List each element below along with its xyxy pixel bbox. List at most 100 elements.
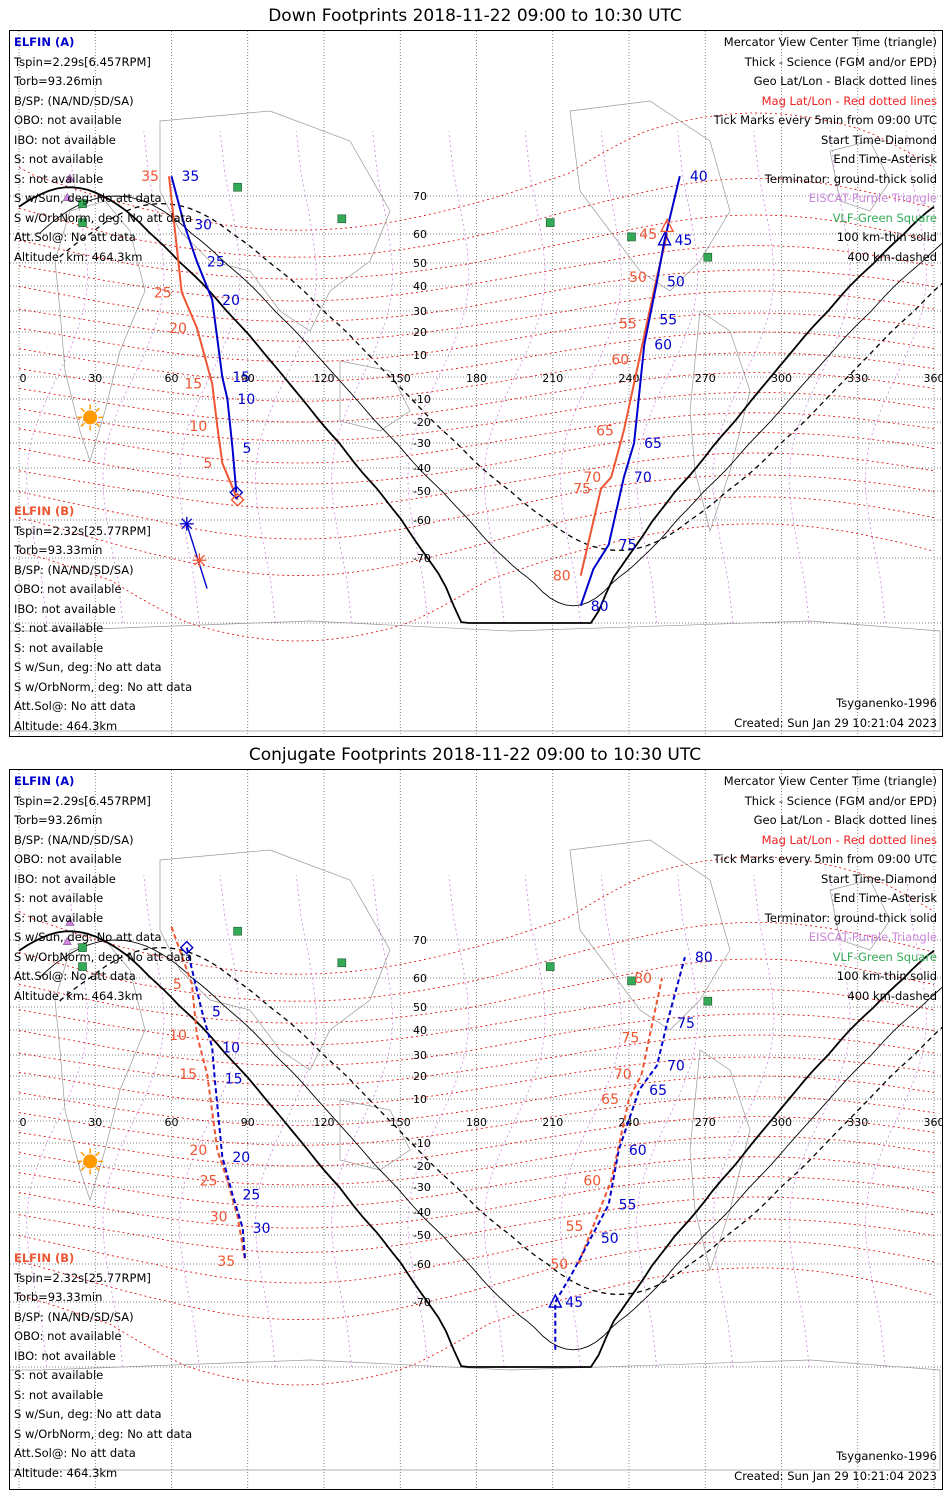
legend-item: Start Time-Diamond	[821, 132, 937, 147]
terminator-ground	[18, 930, 935, 1368]
vlf-stations	[78, 182, 713, 262]
coastline	[829, 879, 891, 951]
lon-tick-label: 120	[314, 372, 335, 385]
eiscat-triangle-icon	[62, 936, 72, 945]
track-tick-label: 10	[222, 1041, 240, 1057]
mag-parallel	[18, 452, 935, 509]
legend-item: Tick Marks every 5min from 09:00 UTC	[713, 852, 937, 866]
track-tick-label: 30	[194, 218, 212, 234]
lon-tick-label: 180	[466, 1116, 487, 1129]
track-tick-label: 50	[629, 270, 647, 286]
lat-tick-label: -70	[413, 1296, 431, 1309]
elfin-a-info: ELFIN (A) Tspin=2.29s[6.457RPM] Torb=93.2…	[14, 33, 192, 267]
track-tick-label: 65	[644, 436, 662, 452]
coastline	[54, 939, 146, 1202]
sun-icon	[77, 404, 104, 431]
info-line: Att.Sol@: No att data	[14, 969, 136, 983]
lon-tick-label: 60	[165, 372, 179, 385]
lon-tick-label: 360	[924, 1116, 943, 1129]
lat-tick-label: 40	[413, 280, 427, 293]
lat-tick-label: 30	[413, 305, 427, 318]
lon-tick-label: 30	[88, 1116, 102, 1129]
vlf-square-icon	[627, 976, 636, 986]
mag-parallel	[18, 312, 935, 363]
sun-icon	[77, 1148, 104, 1175]
track-tick-label: 20	[222, 293, 240, 309]
track-tick-label: 10	[189, 419, 207, 435]
mag-parallel	[18, 352, 935, 402]
vlf-square-icon	[703, 996, 713, 1006]
info-line: IBO: not available	[14, 601, 116, 616]
legend-item: 400 km-dashed	[847, 249, 937, 264]
mag-parallel	[18, 112, 935, 231]
lat-tick-label: -60	[413, 514, 431, 527]
track-line	[170, 926, 247, 1262]
track-tick-label: 45	[565, 1295, 583, 1311]
axis-ticks: 0306090120150180210240270300330360706050…	[20, 190, 943, 565]
mag-parallel	[18, 1267, 935, 1386]
track-tick-label: 75	[677, 1016, 695, 1032]
mag-parallel	[18, 1196, 935, 1253]
lat-tick-label: -20	[413, 1160, 431, 1173]
legend-item: Mercator View Center Time (triangle)	[723, 35, 937, 49]
track-tick-label: 40	[690, 169, 708, 185]
track-tick-label: 50	[550, 1257, 568, 1273]
info-line: Tspin=2.29s[6.457RPM]	[14, 793, 151, 808]
mag-parallel	[18, 1176, 935, 1229]
lon-tick-label: 30	[88, 372, 102, 385]
track-tick-label: 10	[237, 392, 255, 408]
terminator-400km	[59, 946, 942, 1296]
map-canvas: 0306090120150180210240270300330360706050…	[10, 770, 942, 1489]
info-line: Torb=93.33min	[14, 543, 103, 557]
legend-item: Tick Marks every 5min from 09:00 UTC	[713, 113, 937, 127]
mag-parallel	[18, 290, 935, 342]
sun-ray	[80, 422, 86, 428]
lat-tick-label: 60	[413, 972, 427, 985]
info-line: S: not available	[14, 1387, 104, 1402]
model-label: Tsyganenko-1996	[836, 1449, 937, 1463]
lat-tick-label: -50	[413, 1229, 431, 1242]
info-line: S w/Sun, deg: No att data	[14, 191, 162, 205]
lon-tick-label: 360	[924, 372, 943, 385]
coastline	[159, 110, 391, 332]
track-tick-label: 60	[583, 1174, 601, 1190]
track-line	[554, 956, 686, 1350]
legend-item: VLF-Green Square	[832, 210, 937, 225]
center-triangle-b-icon	[659, 217, 675, 233]
legend-item: Start Time-Diamond	[821, 871, 937, 886]
mag-parallel	[18, 372, 935, 423]
info-line: B/SP: (NA/ND/SD/SA)	[14, 93, 134, 108]
mag-parallel	[18, 214, 935, 280]
lat-tick-label: 70	[413, 190, 427, 203]
info-line: S: not available	[14, 621, 104, 635]
track-tick-label: 55	[619, 317, 637, 333]
vlf-square-icon	[78, 943, 87, 952]
axis-ticks: 0306090120150180210240270300330360706050…	[20, 934, 943, 1309]
info-line: S w/OrbNorm, deg: No att data	[14, 1426, 193, 1441]
legend-item: Thick - Science (FGM and/or EPD)	[744, 793, 937, 808]
track-tick-label: 70	[667, 1059, 685, 1075]
track-tick-label: 35	[217, 1254, 235, 1270]
mag-meridian	[559, 130, 622, 624]
track-tick-label: 5	[173, 977, 182, 993]
lon-tick-label: 150	[390, 1116, 411, 1129]
legend-item: Terminator: ground-thick solid	[764, 910, 937, 925]
created-label: Created: Sun Jan 29 10:21:04 2023	[734, 716, 937, 730]
center-triangle-a-icon	[657, 231, 672, 246]
eiscat-triangle-icon	[65, 917, 75, 926]
legend-item: End Time-Asterisk	[833, 891, 937, 905]
info-line: Torb=93.26min	[14, 813, 103, 827]
track-line	[168, 176, 239, 501]
sun-ray	[95, 422, 100, 428]
info-line: S: not available	[14, 1368, 104, 1382]
info-line: S w/OrbNorm, deg: No att data	[14, 949, 193, 964]
track-tick-label: 80	[553, 569, 571, 585]
lon-tick-label: 0	[20, 1116, 27, 1129]
mag-parallel	[18, 1096, 935, 1146]
sun-disc	[83, 1154, 98, 1169]
mag-parallel	[18, 245, 935, 302]
track-tick-label: 80	[591, 599, 609, 615]
mag-grid	[18, 856, 935, 1386]
geo-grid	[10, 770, 942, 1489]
vlf-square-icon	[703, 252, 713, 262]
